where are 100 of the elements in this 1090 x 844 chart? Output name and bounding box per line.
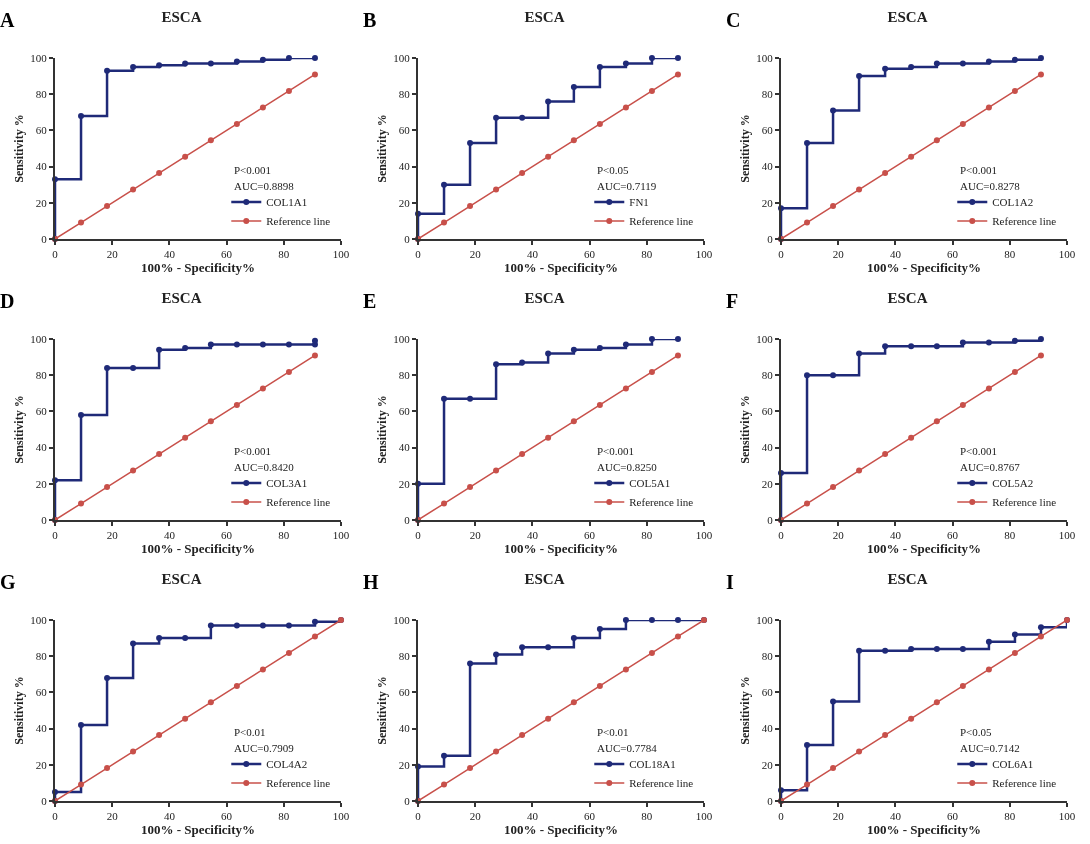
x-tick-label: 100 xyxy=(695,248,713,261)
x-tick-label: 80 xyxy=(278,529,290,542)
annotation: AUC=0.7784 xyxy=(597,742,658,754)
y-tick-label: 80 xyxy=(35,650,48,663)
x-tick-label: 100 xyxy=(332,810,350,823)
legend-label: COL5A1 xyxy=(629,477,671,490)
y-axis-title: Sensitivity % xyxy=(738,395,753,464)
y-axis-title: Sensitivity % xyxy=(12,395,27,464)
x-tick-label: 60 xyxy=(584,810,596,823)
y-tick-label: 40 xyxy=(35,160,48,173)
text: G xyxy=(0,571,16,593)
y-axis-title: Sensitivity % xyxy=(375,395,390,464)
x-tick-label: 0 xyxy=(52,529,59,542)
y-tick-label: 100 xyxy=(30,613,48,626)
x-tick-label: 80 xyxy=(278,810,290,823)
y-tick-label: 20 xyxy=(398,477,411,490)
y-tick-label: 100 xyxy=(756,51,774,64)
annotation: P<0.001 xyxy=(234,164,272,176)
y-tick-label: 60 xyxy=(35,686,48,699)
annotation: AUC=0.8250 xyxy=(597,461,658,473)
y-tick-label: 0 xyxy=(41,232,48,245)
x-tick-label: 40 xyxy=(889,810,902,823)
annotation: AUC=0.8278 xyxy=(960,180,1021,192)
chart-title: ESCA xyxy=(161,289,202,306)
y-tick-label: 60 xyxy=(398,124,411,137)
x-tick-label: 80 xyxy=(641,529,653,542)
y-tick-label: 40 xyxy=(35,722,48,735)
x-tick-label: 20 xyxy=(469,529,482,542)
legend-label: COL4A2 xyxy=(266,758,308,771)
x-tick-label: 80 xyxy=(641,810,653,823)
x-tick-label: 20 xyxy=(832,810,845,823)
annotation: P<0.05 xyxy=(597,164,630,176)
chart-title: ESCA xyxy=(887,8,928,25)
x-axis-title: 100% - Specificity% xyxy=(503,822,619,838)
y-axis-title: Sensitivity % xyxy=(375,114,390,183)
x-tick-label: 40 xyxy=(889,529,902,542)
x-tick-label: 60 xyxy=(584,529,596,542)
x-tick-label: 60 xyxy=(947,248,959,261)
legend-label: Reference line xyxy=(992,215,1057,228)
x-tick-label: 0 xyxy=(778,248,785,261)
x-tick-label: 40 xyxy=(163,810,176,823)
x-tick-label: 0 xyxy=(778,810,785,823)
x-axis-title: 100% - Specificity% xyxy=(866,822,982,838)
legend-label: COL6A1 xyxy=(992,758,1034,771)
y-tick-label: 80 xyxy=(761,650,774,663)
x-tick-label: 100 xyxy=(1058,529,1076,542)
annotation: P<0.001 xyxy=(234,445,272,457)
annotation: P<0.001 xyxy=(597,445,635,457)
annotation: P<0.05 xyxy=(960,726,993,738)
x-tick-label: 80 xyxy=(1004,248,1016,261)
y-tick-label: 0 xyxy=(404,513,411,526)
y-tick-label: 40 xyxy=(398,160,411,173)
x-tick-label: 20 xyxy=(832,529,845,542)
y-tick-label: 80 xyxy=(398,369,411,382)
y-axis-title: Sensitivity % xyxy=(738,676,753,745)
x-axis-title: 100% - Specificity% xyxy=(140,541,256,557)
x-axis-title: 100% - Specificity% xyxy=(866,260,982,276)
x-tick-label: 60 xyxy=(584,248,596,261)
legend-label: COL18A1 xyxy=(629,758,676,771)
annotation: AUC=0.8767 xyxy=(960,461,1021,473)
annotation: P<0.01 xyxy=(234,726,266,738)
text: A xyxy=(0,9,15,31)
y-axis-title: Sensitivity % xyxy=(738,114,753,183)
y-tick-label: 20 xyxy=(35,196,48,209)
y-tick-label: 100 xyxy=(756,332,774,345)
y-tick-label: 20 xyxy=(35,477,48,490)
x-tick-label: 100 xyxy=(1058,810,1076,823)
x-tick-label: 80 xyxy=(1004,529,1016,542)
y-tick-label: 100 xyxy=(393,332,411,345)
y-axis-title: Sensitivity % xyxy=(12,114,27,183)
annotation: P<0.001 xyxy=(960,445,998,457)
x-tick-label: 100 xyxy=(695,529,713,542)
x-tick-label: 0 xyxy=(415,248,422,261)
x-tick-label: 40 xyxy=(163,529,176,542)
x-tick-label: 40 xyxy=(526,529,539,542)
chart-title: ESCA xyxy=(887,289,928,306)
chart-title: ESCA xyxy=(524,289,565,306)
y-tick-label: 40 xyxy=(761,441,774,454)
y-tick-label: 0 xyxy=(767,513,774,526)
legend-label: Reference line xyxy=(266,215,331,228)
y-axis-title: Sensitivity % xyxy=(12,676,27,745)
x-tick-label: 0 xyxy=(52,810,59,823)
x-tick-label: 40 xyxy=(889,248,902,261)
y-tick-label: 100 xyxy=(756,613,774,626)
x-tick-label: 60 xyxy=(947,529,959,542)
y-tick-label: 20 xyxy=(761,477,774,490)
y-tick-label: 40 xyxy=(398,722,411,735)
y-tick-label: 80 xyxy=(398,650,411,663)
y-tick-label: 0 xyxy=(767,794,774,807)
x-tick-label: 60 xyxy=(947,810,959,823)
chart-title: ESCA xyxy=(887,570,928,587)
y-tick-label: 100 xyxy=(30,51,48,64)
annotation: AUC=0.8420 xyxy=(234,461,295,473)
legend-label: Reference line xyxy=(266,777,331,790)
x-tick-label: 60 xyxy=(221,248,233,261)
annotation: P<0.01 xyxy=(597,726,629,738)
x-tick-label: 20 xyxy=(106,810,119,823)
x-tick-label: 100 xyxy=(332,529,350,542)
y-tick-label: 80 xyxy=(35,88,48,101)
y-tick-label: 100 xyxy=(30,332,48,345)
